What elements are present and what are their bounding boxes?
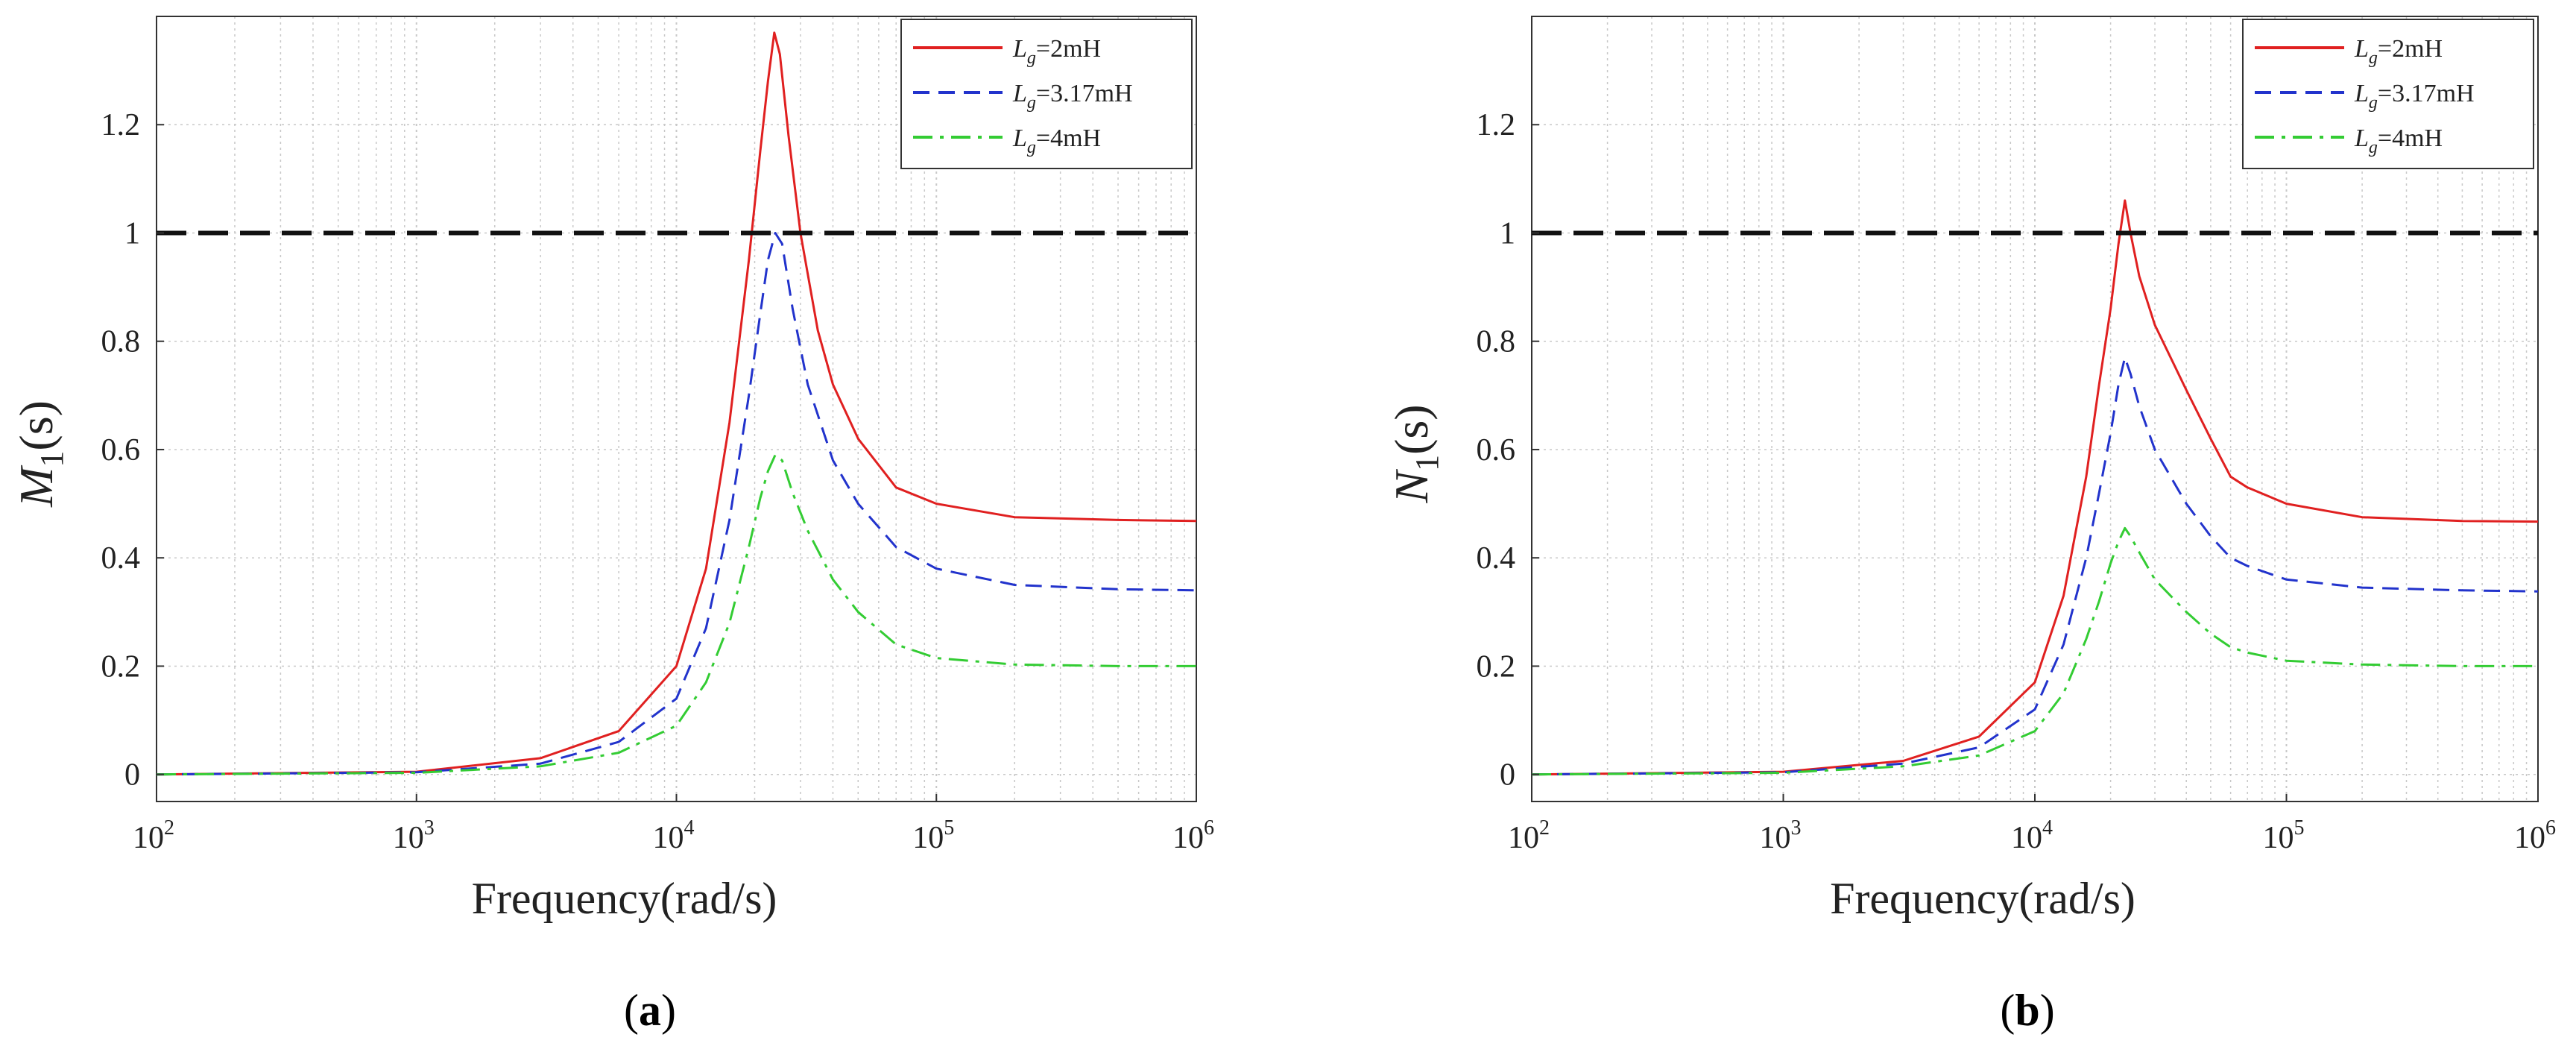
series-line-lg-2mh [1531,199,2539,776]
x-tick-label: 103 [1760,816,1802,855]
legend-label: Lg=2mH [1012,35,1101,68]
legend-label: Lg=4mH [2354,125,2443,157]
x-axis-label-b: Frequency(rad/s) [1830,874,2135,923]
y-ticks-b: 0 0.2 0.4 0.6 0.8 1 1.2 [1477,108,1539,793]
y-axis-label-sub-b: 1 [1409,455,1445,471]
legend-a: Lg=2mH Lg=3.17mH Lg=4mH [900,19,1193,169]
series-line-lg-3-17mh [1531,356,2539,776]
y-tick-label: 0.2 [1477,649,1516,684]
series-line-lg-3-17mh [156,232,1197,776]
y-axis-label-main-a: M [10,464,63,508]
x-tick-label: 105 [2263,816,2305,855]
caption-letter-a: a [639,986,661,1035]
series-line-lg-4mh [156,453,1196,776]
chart-panel-b: 0 0.2 0.4 0.6 0.8 1 1.2 102 103 104 105 106 Freque… [1385,16,2556,1035]
y-tick-label: 0.2 [101,649,141,684]
legend-label: Lg=2mH [2354,35,2443,68]
series-line-lg-2mh [156,31,1197,776]
y-tick-label: 1.2 [1477,108,1516,142]
y-axis-label-sub-a: 1 [34,451,70,467]
legend-label: Lg=4mH [1012,125,1101,157]
y-tick-label: 1 [124,216,140,251]
y-axis-label-b: N1(s) [1385,404,1445,503]
y-axis-label-arg-a: (s) [10,400,63,451]
x-tick-label: 102 [133,816,174,855]
y-tick-label: 1 [1500,216,1515,251]
caption-letter-b: b [2015,986,2039,1035]
y-axis-label-a: M1(s) [10,400,70,508]
x-ticks-a: 102 103 104 105 106 [133,794,1214,855]
y-tick-label: 0 [124,758,140,793]
y-tick-label: 0.6 [1477,433,1516,467]
x-axis-label-a: Frequency(rad/s) [472,874,777,923]
x-ticks-b: 102 103 104 105 106 [1508,794,2556,855]
chart-panel-a: 0 0.2 0.4 0.6 0.8 1 1.2 102 103 104 105 106 Freque… [10,16,1214,1035]
y-tick-label: 0.4 [1477,541,1516,576]
y-tick-label: 0 [1500,758,1515,793]
x-tick-label: 105 [912,816,954,855]
legend-label: Lg=3.17mH [1012,80,1133,113]
x-tick-label: 106 [2514,816,2556,855]
y-tick-label: 0.8 [101,325,141,359]
y-tick-label: 0.4 [101,541,141,576]
x-tick-label: 104 [653,816,695,855]
x-tick-label: 104 [2011,816,2053,855]
legend-b: Lg=2mH Lg=3.17mH Lg=4mH [2242,19,2534,169]
y-ticks-a: 0 0.2 0.4 0.6 0.8 1 1.2 [101,108,164,793]
series-layer-a [156,31,1197,776]
y-tick-label: 0.6 [101,433,141,467]
y-tick-label: 1.2 [101,108,141,142]
y-tick-label: 0.8 [1477,325,1516,359]
series-layer-b [1531,199,2539,776]
caption-b: (b) [2000,986,2054,1035]
x-tick-label: 102 [1508,816,1550,855]
y-axis-label-main-b: N [1385,469,1438,504]
x-tick-label: 106 [1172,816,1214,855]
x-tick-label: 103 [393,816,435,855]
series-line-lg-4mh [1531,526,2538,776]
caption-a: (a) [624,986,676,1035]
y-axis-label-arg-b: (s) [1385,404,1438,455]
legend-label: Lg=3.17mH [2354,80,2475,113]
